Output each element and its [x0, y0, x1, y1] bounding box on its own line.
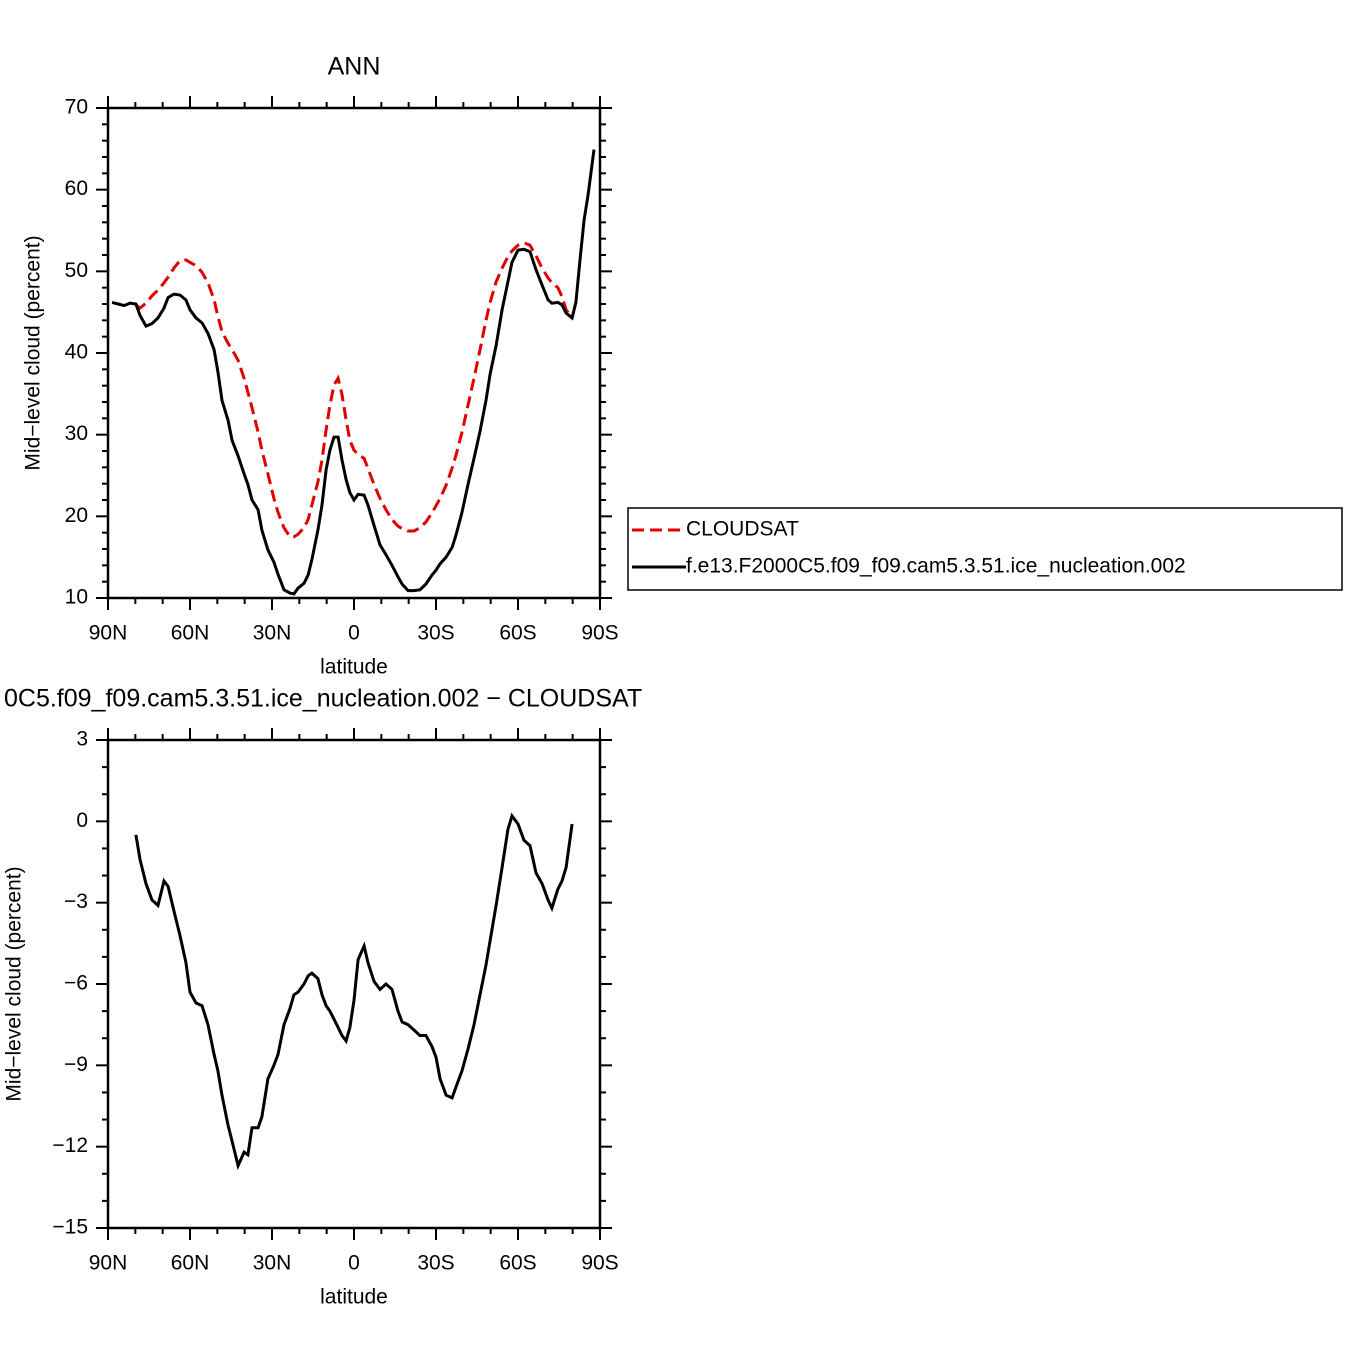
y-axis-label: Mid−level cloud (percent): [3, 866, 26, 1101]
x-tick-label: 30N: [253, 1252, 292, 1275]
x-tick-label: 60S: [499, 1252, 536, 1275]
y-tick-label: −6: [64, 972, 88, 995]
x-tick-label: 60N: [171, 1252, 210, 1275]
y-tick-label: −3: [64, 890, 88, 913]
plot-frame: [106, 738, 602, 1230]
y-axis-label: Mid−level cloud (percent): [22, 235, 45, 470]
x-tick-label: 90N: [89, 1252, 128, 1275]
x-tick-label: 0: [348, 622, 360, 645]
legend-box: [627, 507, 1343, 591]
y-tick-label: 60: [65, 177, 88, 200]
x-tick-label: 0: [348, 1252, 360, 1275]
y-tick-label: 0: [76, 809, 88, 832]
legend-label: CLOUDSAT: [686, 518, 799, 541]
chart-title: ANN: [328, 53, 381, 81]
data-line: [111, 149, 596, 596]
x-tick-label: 30N: [253, 622, 292, 645]
data-line: [134, 241, 574, 539]
x-tick-label: 30S: [417, 622, 454, 645]
x-tick-label: 90S: [581, 622, 618, 645]
y-tick-label: 3: [76, 728, 88, 751]
y-tick-label: −15: [52, 1216, 88, 1239]
data-line: [134, 812, 574, 1171]
x-tick-label: 60N: [171, 622, 210, 645]
y-tick-label: 30: [65, 422, 88, 445]
y-tick-label: −12: [52, 1134, 88, 1157]
y-tick-label: 50: [65, 259, 88, 282]
x-tick-label: 90N: [89, 622, 128, 645]
y-tick-label: 20: [65, 504, 88, 527]
x-axis-label: latitude: [320, 1286, 388, 1309]
y-tick-label: 10: [65, 586, 88, 609]
x-axis-label: latitude: [320, 656, 388, 679]
y-tick-label: 40: [65, 341, 88, 364]
plot-frame: [106, 106, 602, 600]
x-tick-label: 90S: [581, 1252, 618, 1275]
y-tick-label: 70: [65, 96, 88, 119]
y-tick-label: −9: [64, 1053, 88, 1076]
chart-title: 0C5.f09_f09.cam5.3.51.ice_nucleation.002…: [4, 685, 642, 713]
legend-label: f.e13.F2000C5.f09_f09.cam5.3.51.ice_nucl…: [686, 555, 1186, 578]
x-tick-label: 30S: [417, 1252, 454, 1275]
x-tick-label: 60S: [499, 622, 536, 645]
